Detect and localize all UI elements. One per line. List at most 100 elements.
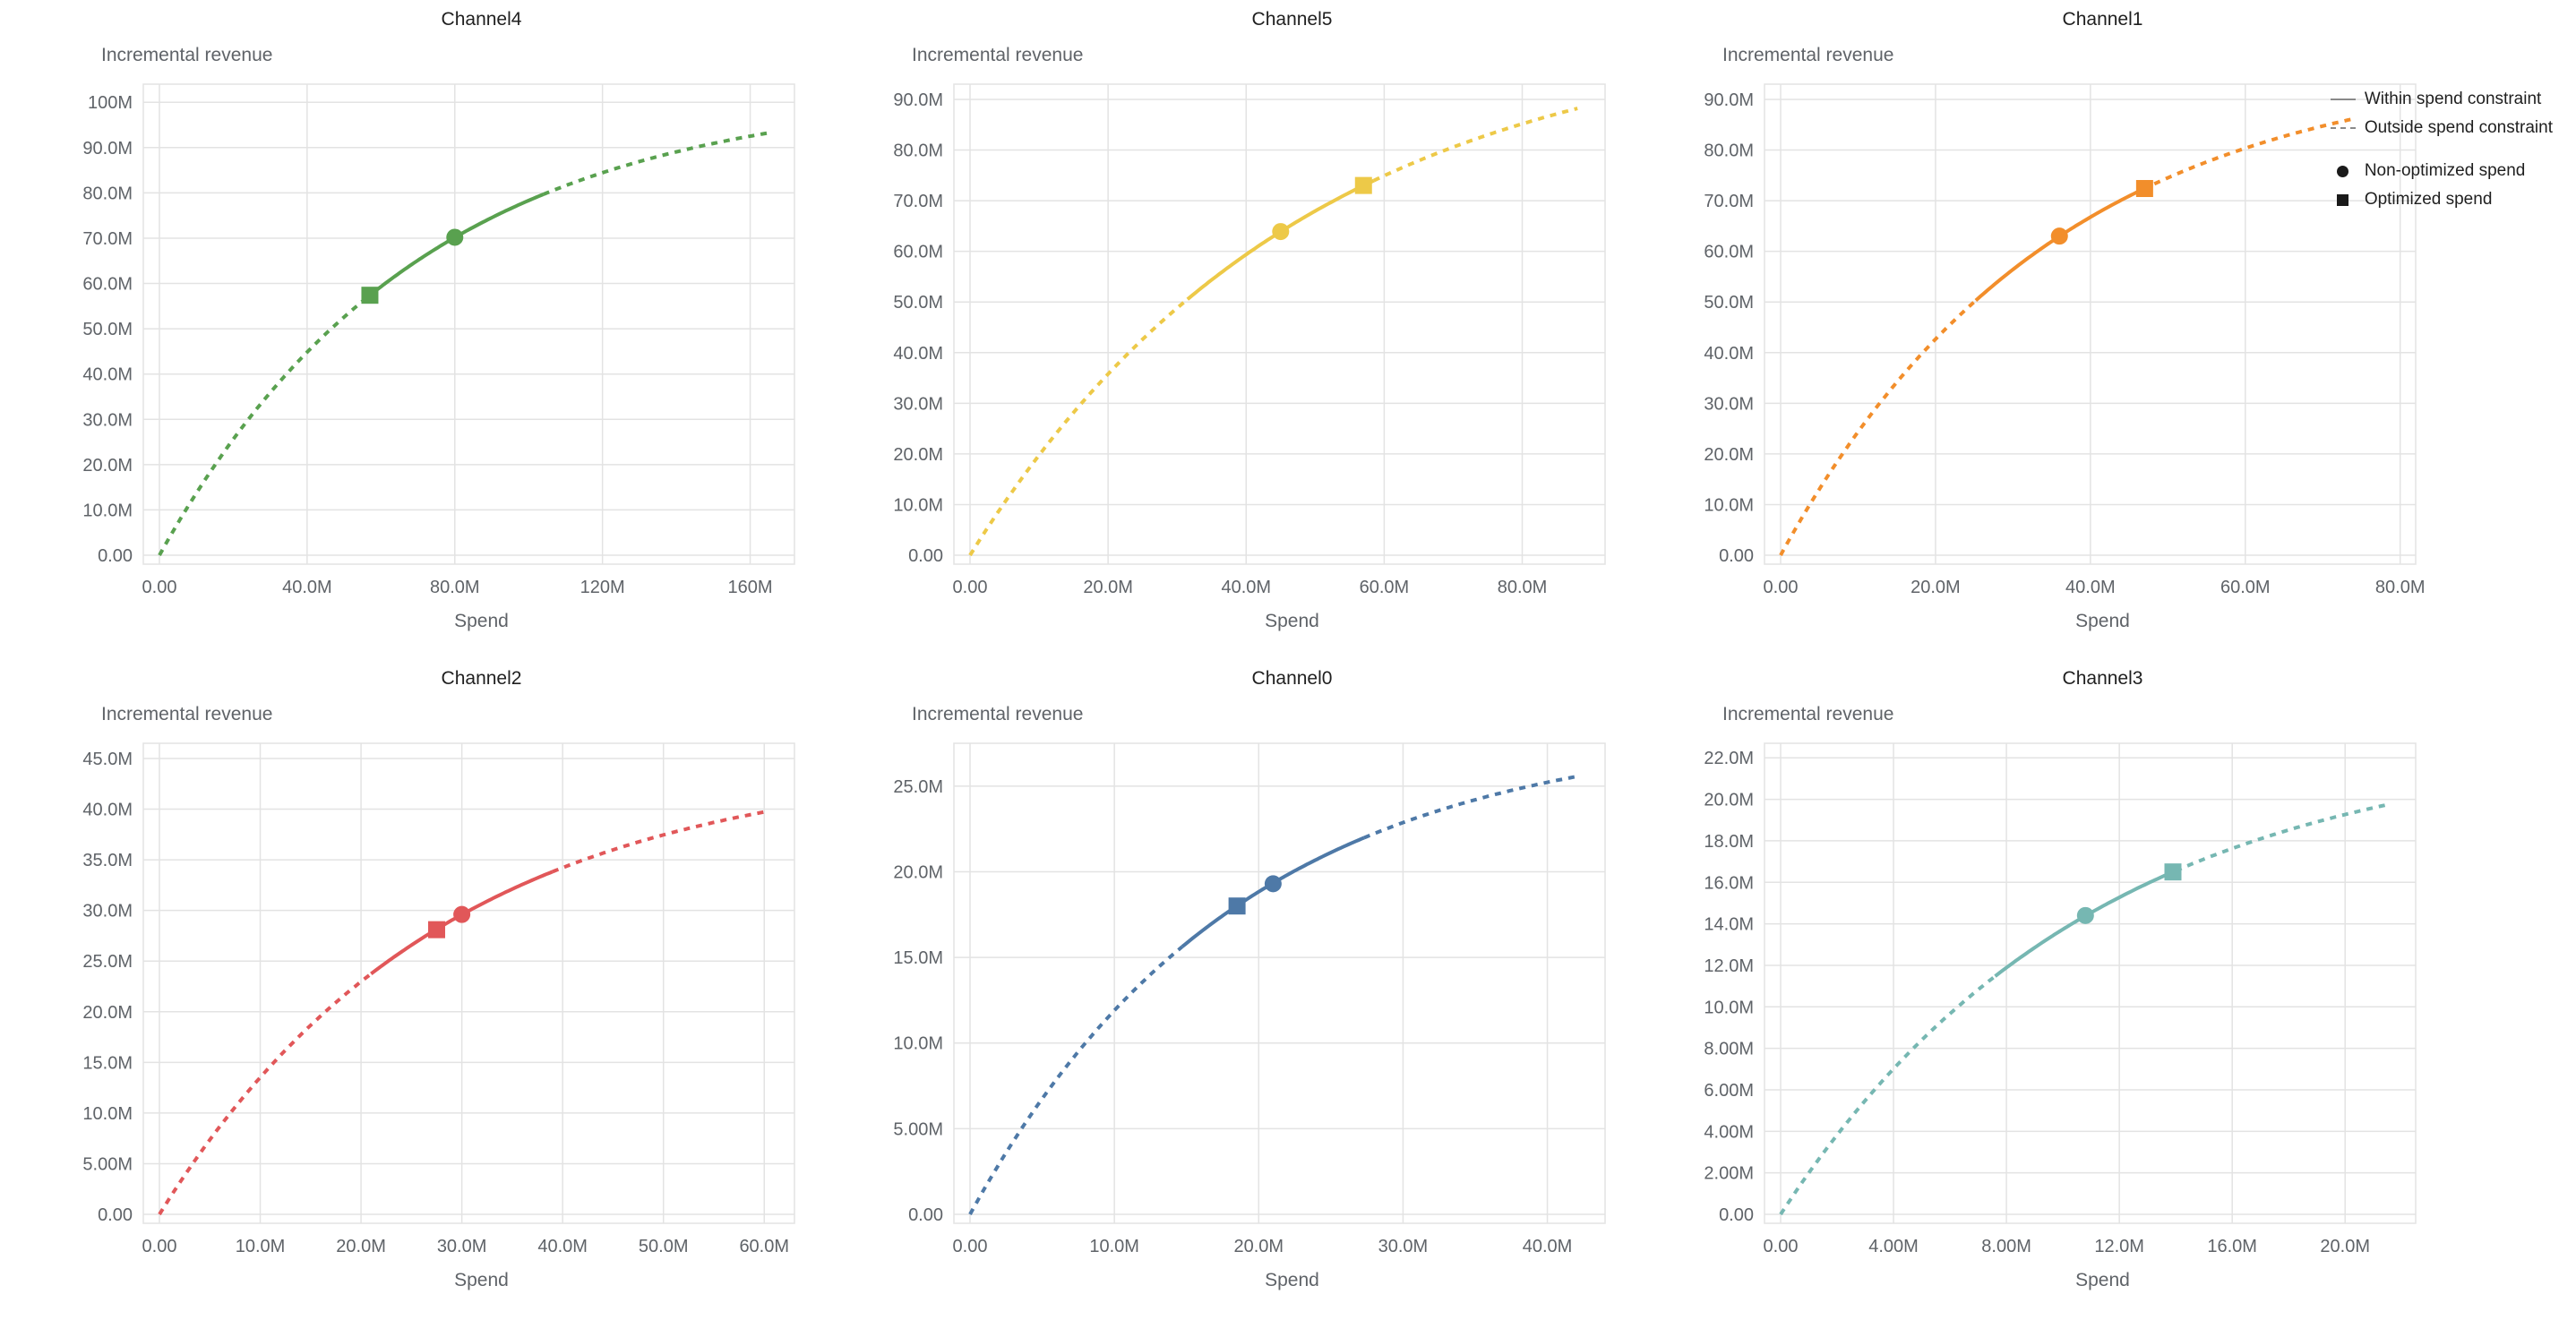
y-tick-label: 60.0M	[1704, 243, 1754, 262]
y-tick-label: 70.0M	[1704, 192, 1754, 211]
x-tick-label: 60.0M	[2220, 578, 2271, 597]
optimized-spend-marker	[361, 287, 379, 304]
y-tick-label: 90.0M	[893, 90, 943, 110]
x-tick-label: 40.0M	[1523, 1237, 1573, 1256]
y-tick-label: 25.0M	[893, 777, 943, 797]
x-tick-label: 0.00	[142, 1237, 177, 1256]
plot-border	[142, 83, 795, 565]
y-tick-label: 35.0M	[82, 851, 133, 870]
y-axis-title: Incremental revenue	[912, 45, 1084, 65]
x-tick-label: 4.00M	[1868, 1237, 1919, 1256]
y-tick-label: 18.0M	[1704, 832, 1754, 852]
legend-item-within-constraint: Within spend constraint	[2330, 90, 2553, 109]
chart-channel2: Channel2 Incremental revenue 0.00 10.0M 20…	[49, 668, 820, 1291]
plot-border	[1764, 83, 2417, 565]
y-tick-label: 30.0M	[1704, 394, 1754, 414]
x-tick-label: 0.00	[142, 578, 177, 597]
y-tick-label: 20.0M	[82, 1003, 133, 1023]
x-axis-title: Spend	[454, 611, 509, 631]
x-tick-label: 60.0M	[1360, 578, 1410, 597]
non-optimized-spend-marker	[453, 905, 471, 923]
y-tick-label: 60.0M	[893, 243, 943, 262]
non-optimized-spend-marker	[2076, 906, 2094, 924]
curve-outside-constraint	[542, 131, 769, 196]
solid-line-icon	[2330, 99, 2356, 100]
y-tick-label: 30.0M	[893, 394, 943, 414]
x-tick-label: 120M	[580, 578, 625, 597]
curve-outside-constraint	[968, 297, 1189, 557]
x-tick-label: 80.0M	[2375, 578, 2426, 597]
x-tick-label: 30.0M	[437, 1237, 487, 1256]
y-tick-label: 40.0M	[82, 365, 133, 385]
chart-channel4: Channel4 Incremental revenue 0.00 40.0M 80…	[49, 9, 820, 632]
chart-title: Channel3	[2062, 668, 2143, 689]
y-tick-label: 20.0M	[893, 862, 943, 882]
y-tick-label: 50.0M	[893, 293, 943, 313]
x-tick-label: 12.0M	[2094, 1237, 2144, 1256]
curve-outside-constraint	[158, 972, 373, 1216]
y-tick-label: 30.0M	[82, 902, 133, 921]
non-optimized-spend-marker	[2050, 227, 2068, 245]
plot-area-channel1: 0.00 20.0M 40.0M 60.0M 80.0M 0.00 10.0M 20.0M 30…	[1704, 83, 2426, 597]
curve-outside-constraint	[158, 296, 368, 556]
x-tick-label: 16.0M	[2207, 1237, 2257, 1256]
y-tick-label: 2.00M	[1704, 1164, 1754, 1184]
y-tick-label: 25.0M	[82, 952, 133, 972]
y-tick-label: 14.0M	[1704, 915, 1754, 935]
y-tick-label: 40.0M	[1704, 344, 1754, 364]
y-tick-label: 0.00	[908, 546, 943, 566]
plot-area-channel3: 0.00 4.00M 8.00M 12.0M 16.0M 20.0M 0.00 2.00M 4.…	[1704, 742, 2417, 1256]
y-tick-label: 12.0M	[1704, 956, 1754, 976]
y-tick-label: 10.0M	[893, 1034, 943, 1054]
y-tick-label: 60.0M	[82, 275, 133, 295]
y-tick-label: 70.0M	[82, 229, 133, 249]
plot-border	[142, 742, 795, 1224]
non-optimized-spend-marker	[1272, 223, 1290, 241]
x-tick-label: 0.00	[953, 578, 988, 597]
x-tick-label: 0.00	[1764, 578, 1799, 597]
y-tick-label: 15.0M	[82, 1053, 133, 1073]
x-tick-label: 0.00	[953, 1237, 988, 1256]
x-tick-label: 40.0M	[1221, 578, 1271, 597]
curve-within-constraint	[1974, 187, 2144, 302]
plot-border	[953, 742, 1606, 1224]
curve-outside-constraint	[1363, 775, 1577, 840]
plot-border	[953, 83, 1606, 565]
y-tick-label: 0.00	[1719, 1205, 1754, 1225]
y-tick-label: 10.0M	[82, 501, 133, 520]
y-axis-title: Incremental revenue	[101, 704, 273, 724]
legend-item-non-optimized-spend: Non-optimized spend	[2331, 161, 2553, 181]
chart-title: Channel4	[441, 9, 522, 30]
curve-outside-constraint	[2142, 116, 2355, 192]
y-tick-label: 0.00	[98, 546, 133, 566]
y-axis-title: Incremental revenue	[912, 704, 1084, 724]
x-axis-title: Spend	[2075, 1270, 2130, 1290]
y-tick-label: 6.00M	[1704, 1081, 1754, 1101]
y-tick-label: 80.0M	[893, 141, 943, 161]
y-tick-label: 80.0M	[82, 184, 133, 203]
y-tick-label: 90.0M	[82, 139, 133, 159]
y-tick-label: 20.0M	[893, 445, 943, 465]
x-tick-label: 20.0M	[2320, 1237, 2370, 1256]
y-tick-label: 45.0M	[82, 750, 133, 769]
y-tick-label: 80.0M	[1704, 141, 1754, 161]
circle-marker-icon	[2331, 165, 2356, 177]
y-tick-label: 40.0M	[893, 344, 943, 364]
optimized-spend-marker	[2164, 863, 2182, 881]
x-tick-label: 40.0M	[2065, 578, 2116, 597]
x-tick-label: 10.0M	[1089, 1237, 1139, 1256]
y-tick-label: 70.0M	[893, 192, 943, 211]
y-tick-label: 10.0M	[893, 495, 943, 515]
y-tick-label: 10.0M	[82, 1104, 133, 1124]
y-tick-label: 5.00M	[82, 1154, 133, 1174]
x-tick-label: 20.0M	[1083, 578, 1133, 597]
curve-outside-constraint	[552, 810, 765, 874]
chart-title: Channel2	[441, 668, 522, 689]
y-axis-title: Incremental revenue	[1722, 704, 1894, 724]
chart-channel3: Channel3 Incremental revenue 0.00 4.00M 8.…	[1670, 668, 2441, 1291]
response-curves-grid: Channel4 Incremental revenue 0.00 40.0M 80…	[49, 9, 2441, 1291]
legend-group-gap	[2331, 147, 2553, 161]
chart-channel1: Channel1 Incremental revenue 0.00 20.0M 40…	[1670, 9, 2441, 632]
y-tick-label: 20.0M	[1704, 791, 1754, 810]
legend-label: Outside spend constraint	[2364, 118, 2553, 137]
